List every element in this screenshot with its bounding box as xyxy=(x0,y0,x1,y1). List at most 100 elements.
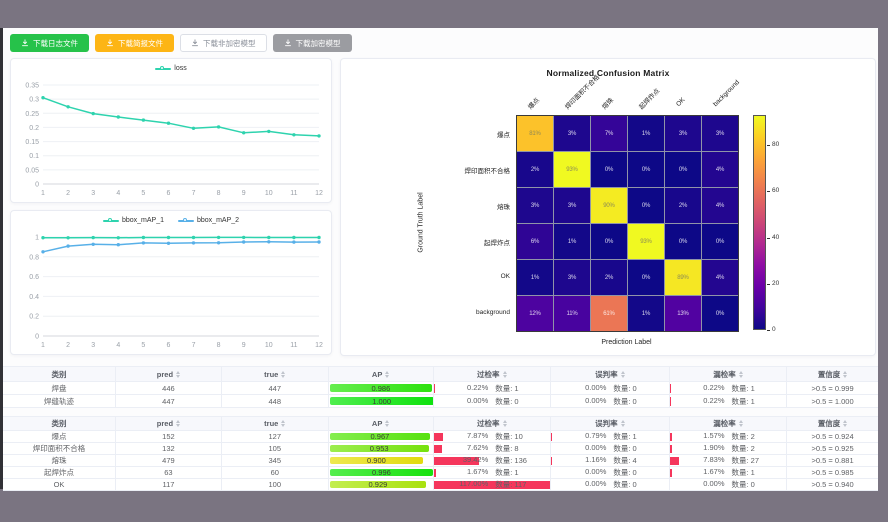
svg-text:0.1: 0.1 xyxy=(29,153,39,160)
loss-chart-legend: loss xyxy=(11,65,331,72)
table-header-2[interactable]: true xyxy=(220,417,328,430)
heatmap-cell: 1% xyxy=(628,296,664,331)
loss-chart: 00.050.10.150.20.250.30.351 2 3 4 5 6 7 8 9 10 11 1… xyxy=(25,83,323,198)
legend-item-loss[interactable]: loss xyxy=(155,65,187,72)
heatmap-cell: 0% xyxy=(628,260,664,295)
rate-pct: 1.67% xyxy=(703,467,725,476)
download-button-2[interactable]: 下载非加密模型 xyxy=(180,34,267,52)
heatmap-cell: 6% xyxy=(517,224,553,259)
rate-cell: 39.42% 数量: 136 xyxy=(432,455,550,466)
legend-item-bbox_mAP_1[interactable]: bbox_mAP_1 xyxy=(102,217,164,224)
rate-cell: 0.00% 数量: 0 xyxy=(549,479,669,490)
rate-cell: 0.79% 数量: 1 xyxy=(549,431,669,442)
heatmap-grid: 81% 3% 7% 1% 3% 3% 2% 93% 0% 0% 0% 4% 3% 3% 90% 0% 2% 4% 6… xyxy=(516,115,739,332)
table-header-3[interactable]: AP xyxy=(327,367,433,381)
rate-bar xyxy=(433,444,443,453)
sort-icon[interactable] xyxy=(843,370,848,378)
table-header-4[interactable]: 过检率 xyxy=(432,367,550,381)
legend-label: loss xyxy=(174,65,187,72)
rate-cell: 0.00% 数量: 0 xyxy=(432,395,550,407)
rate-pct: 0.00% xyxy=(585,467,607,476)
sort-icon[interactable] xyxy=(738,370,743,378)
heatmap-cell: 3% xyxy=(554,188,590,223)
svg-text:10: 10 xyxy=(265,190,273,197)
sort-icon[interactable] xyxy=(385,420,390,427)
sort-icon[interactable] xyxy=(843,420,848,427)
colorbar-tick xyxy=(767,191,770,193)
sort-icon[interactable] xyxy=(281,420,286,427)
table-header-3[interactable]: AP xyxy=(327,417,433,430)
table-header-5[interactable]: 误判率 xyxy=(549,417,669,430)
table-header-6[interactable]: 漏检率 xyxy=(668,417,786,430)
sort-icon[interactable] xyxy=(176,370,181,378)
sort-icon[interactable] xyxy=(620,420,625,427)
ap-bar: 0.996 xyxy=(329,468,433,477)
download-button-1[interactable]: 下载简报文件 xyxy=(95,34,174,52)
rate-bar xyxy=(669,432,672,441)
sort-icon[interactable] xyxy=(502,420,507,427)
heatmap-cell: 2% xyxy=(591,260,627,295)
rate-pct: 7.87% xyxy=(466,431,489,440)
svg-text:1: 1 xyxy=(41,190,45,197)
svg-text:1: 1 xyxy=(41,342,45,349)
table-header-1[interactable]: pred xyxy=(115,417,221,430)
rate-count: 数量: 2 xyxy=(731,444,755,453)
table-row: 焊缝轨迹 447 448 1.000 0.00% 数量: 0 0.00% 数量:… xyxy=(3,394,878,407)
table-row: 熔珠 479 345 0.900 39.42% 数量: 136 1.16% 数量… xyxy=(3,454,878,466)
table-header-6[interactable]: 漏检率 xyxy=(668,367,786,381)
svg-text:9: 9 xyxy=(242,190,246,197)
sort-icon[interactable] xyxy=(176,420,181,427)
heatmap-cell: 2% xyxy=(517,152,553,187)
heatmap-col-label: 熔珠 xyxy=(601,96,616,111)
rate-bar xyxy=(669,456,679,465)
metrics-tables: 类别 pred true AP 过检率 误判率 漏检率 置信度 焊盘 446 4… xyxy=(3,366,878,491)
pred-cell: 117 xyxy=(115,479,221,490)
rate-pct: 117.00% xyxy=(459,479,489,488)
rate-bar xyxy=(550,432,552,441)
table-header-4[interactable]: 过检率 xyxy=(432,417,550,430)
svg-text:11: 11 xyxy=(290,190,297,197)
svg-text:5: 5 xyxy=(141,342,145,349)
true-cell: 100 xyxy=(220,479,328,490)
rate-count: 数量: 2 xyxy=(731,432,755,441)
rate-count: 数量: 1 xyxy=(613,432,637,441)
heatmap-col-label: OK xyxy=(675,96,687,108)
rate-cell: 0.00% 数量: 0 xyxy=(549,443,669,454)
heatmap-cell: 93% xyxy=(554,152,590,187)
sort-icon[interactable] xyxy=(281,370,286,378)
download-icon xyxy=(107,39,113,47)
colorbar-tick xyxy=(767,330,770,331)
class-name-cell: 熔珠 xyxy=(51,456,67,465)
table-header-1[interactable]: pred xyxy=(115,367,221,381)
table-header-7[interactable]: 置信度 xyxy=(786,417,878,430)
rate-pct: 0.22% xyxy=(703,395,725,405)
rate-pct: 0.79% xyxy=(585,431,607,440)
metrics-table: 类别 pred true AP 过检率 误判率 漏检率 置信度 焊盘 446 4… xyxy=(3,366,878,408)
legend-item-bbox_mAP_2[interactable]: bbox_mAP_2 xyxy=(178,217,239,224)
download-button-label: 下载日志文件 xyxy=(33,38,78,48)
rate-bar xyxy=(669,444,673,453)
rate-count: 数量: 0 xyxy=(613,396,637,406)
rate-cell: 1.16% 数量: 4 xyxy=(549,455,669,466)
svg-text:5: 5 xyxy=(141,190,145,197)
heatmap-cell: 93% xyxy=(628,224,664,259)
heatmap-row-label: 焊印面积不合格 xyxy=(464,167,511,175)
table-header-5[interactable]: 误判率 xyxy=(549,367,669,381)
legend-line-icon xyxy=(102,218,119,224)
download-button-0[interactable]: 下载日志文件 xyxy=(10,34,89,52)
rate-cell: 117.00% 数量: 117 xyxy=(432,479,550,490)
pred-cell: 479 xyxy=(115,455,221,466)
ap-cell: 0.967 xyxy=(327,431,433,442)
download-button-3[interactable]: 下载加密模型 xyxy=(272,34,352,52)
rate-count: 数量: 8 xyxy=(495,444,519,453)
sort-icon[interactable] xyxy=(738,420,743,427)
table-header-7[interactable]: 置信度 xyxy=(786,367,878,381)
svg-text:2: 2 xyxy=(66,190,70,197)
sort-icon[interactable] xyxy=(620,370,625,378)
sort-icon[interactable] xyxy=(502,370,507,378)
true-cell: 60 xyxy=(220,467,328,478)
ap-cell: 1.000 xyxy=(327,395,433,407)
table-header-2[interactable]: true xyxy=(220,367,328,381)
sort-icon[interactable] xyxy=(385,370,390,378)
legend-line-icon xyxy=(155,66,172,72)
